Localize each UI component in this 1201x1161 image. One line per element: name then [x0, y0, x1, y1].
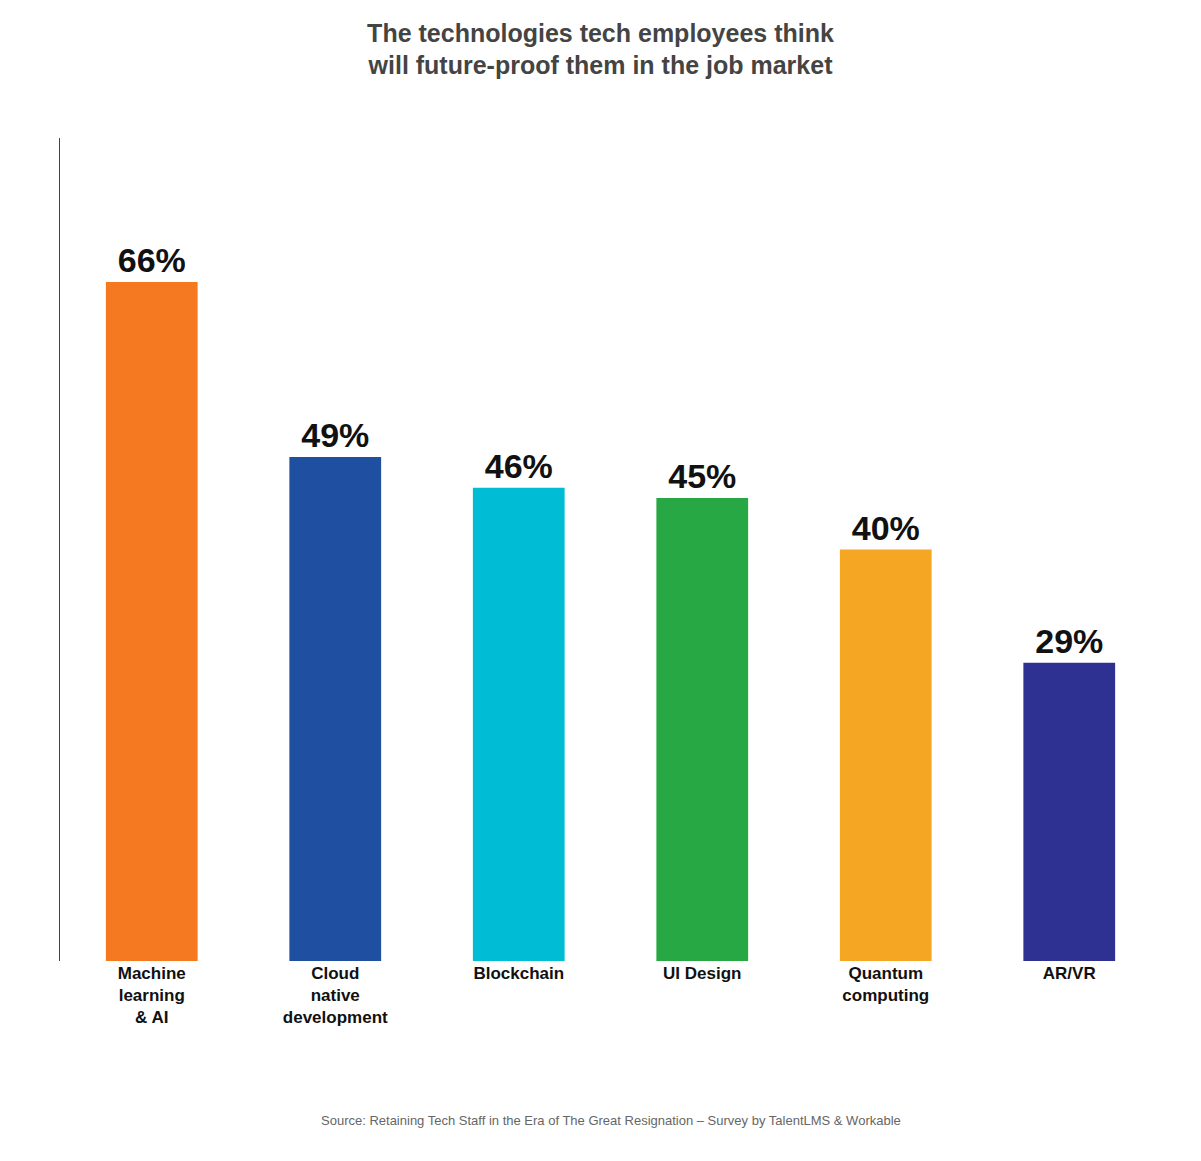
svg-text:40%: 40%	[852, 509, 920, 547]
svg-text:The technologies tech employee: The technologies tech employees thinkwil…	[367, 19, 834, 80]
svg-text:UI Design: UI Design	[663, 964, 741, 983]
svg-text:AR/VR: AR/VR	[1043, 964, 1096, 983]
svg-text:Quantumcomputing: Quantumcomputing	[842, 964, 929, 1005]
svg-text:45%: 45%	[668, 457, 736, 495]
svg-text:Source: Retaining Tech Staff i: Source: Retaining Tech Staff in the Era …	[321, 1113, 901, 1128]
svg-text:66%: 66%	[118, 241, 186, 279]
svg-text:49%: 49%	[301, 416, 369, 454]
svg-text:Cloudnativedevelopment: Cloudnativedevelopment	[283, 964, 388, 1027]
svg-text:Machinelearning& AI: Machinelearning& AI	[118, 964, 186, 1027]
svg-text:46%: 46%	[485, 447, 553, 485]
svg-text:Blockchain: Blockchain	[473, 964, 564, 983]
svg-text:29%: 29%	[1035, 622, 1103, 660]
